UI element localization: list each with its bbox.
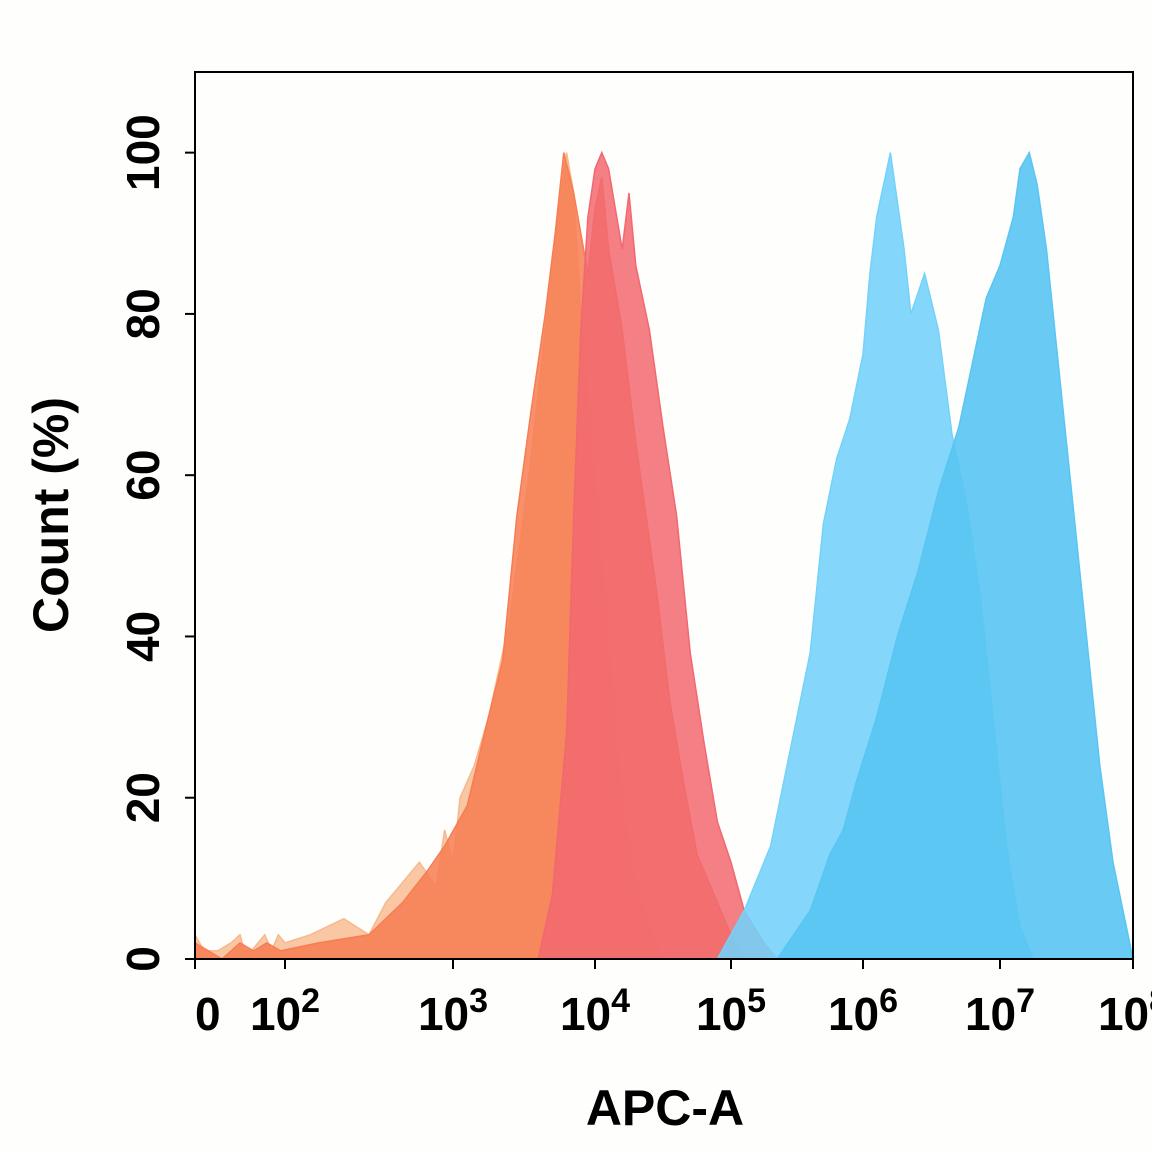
y-axis-ticks: 0 20 40 60 80 100 [117,114,195,972]
x-tick-label: 108 [1098,982,1152,1040]
series-area-red [537,150,779,960]
y-tick-label: 20 [117,772,169,823]
series-area-cyan [775,150,1134,960]
series-layer [194,150,1134,960]
x-tick-label: 102 [250,982,320,1040]
y-tick-label: 0 [117,946,169,972]
x-tick-label: 0 [195,988,221,1040]
y-tick-label: 100 [117,114,169,191]
x-tick-label: 103 [418,982,488,1040]
x-tick-label: 107 [965,982,1035,1040]
x-tick-label: 106 [828,982,898,1040]
y-tick-label: 40 [117,611,169,662]
x-axis-title: APC-A [586,1080,744,1136]
y-tick-label: 60 [117,450,169,501]
x-tick-label: 105 [696,982,766,1040]
y-axis-title: Count (%) [23,397,79,633]
x-tick-label: 104 [560,982,630,1040]
plot-frame [194,71,1134,960]
y-tick-label: 80 [117,288,169,339]
x-axis-ticks: 0 102 103 104 105 106 107 108 [194,959,1152,1040]
